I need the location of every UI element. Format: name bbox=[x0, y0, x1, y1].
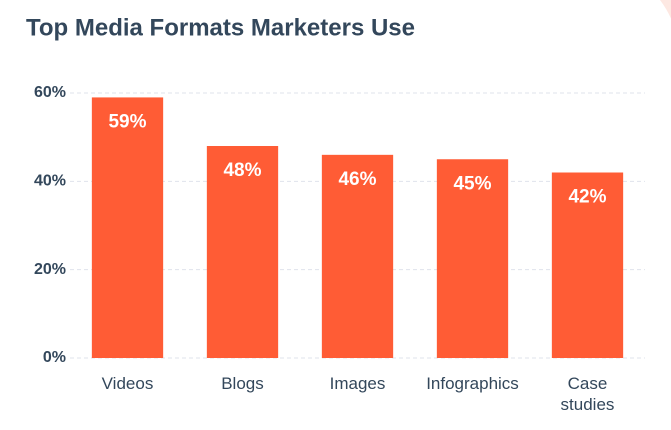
decoration bbox=[660, 0, 671, 90]
x-tick-box: Blogs bbox=[207, 373, 278, 394]
x-tick-label: Case studies bbox=[560, 374, 615, 414]
x-tick-box: Images bbox=[322, 373, 393, 394]
y-tick-label: 20% bbox=[34, 261, 66, 278]
value-label: 42% bbox=[568, 187, 606, 208]
x-tick-label: Videos bbox=[101, 374, 154, 393]
x-tick-box: Case studies bbox=[552, 373, 623, 415]
bar bbox=[206, 146, 279, 358]
bar bbox=[321, 154, 394, 358]
value-label: 59% bbox=[108, 111, 146, 132]
value-label: 48% bbox=[223, 160, 261, 181]
value-label: 46% bbox=[338, 169, 376, 190]
bar bbox=[436, 159, 509, 358]
x-tick-label: Infographics bbox=[426, 374, 519, 393]
y-tick-label: 40% bbox=[34, 173, 66, 190]
value-label: 45% bbox=[453, 173, 491, 194]
y-tick-label: 60% bbox=[34, 84, 66, 101]
x-tick-box: Videos bbox=[92, 373, 163, 394]
x-tick-label: Images bbox=[329, 374, 386, 393]
chart-title: Top Media Formats Marketers Use bbox=[26, 14, 415, 41]
bar bbox=[91, 97, 164, 359]
bar bbox=[551, 172, 624, 358]
x-tick-box: Infographics bbox=[426, 373, 519, 394]
y-tick-label: 0% bbox=[43, 349, 66, 366]
x-tick-label: Blogs bbox=[221, 374, 264, 393]
